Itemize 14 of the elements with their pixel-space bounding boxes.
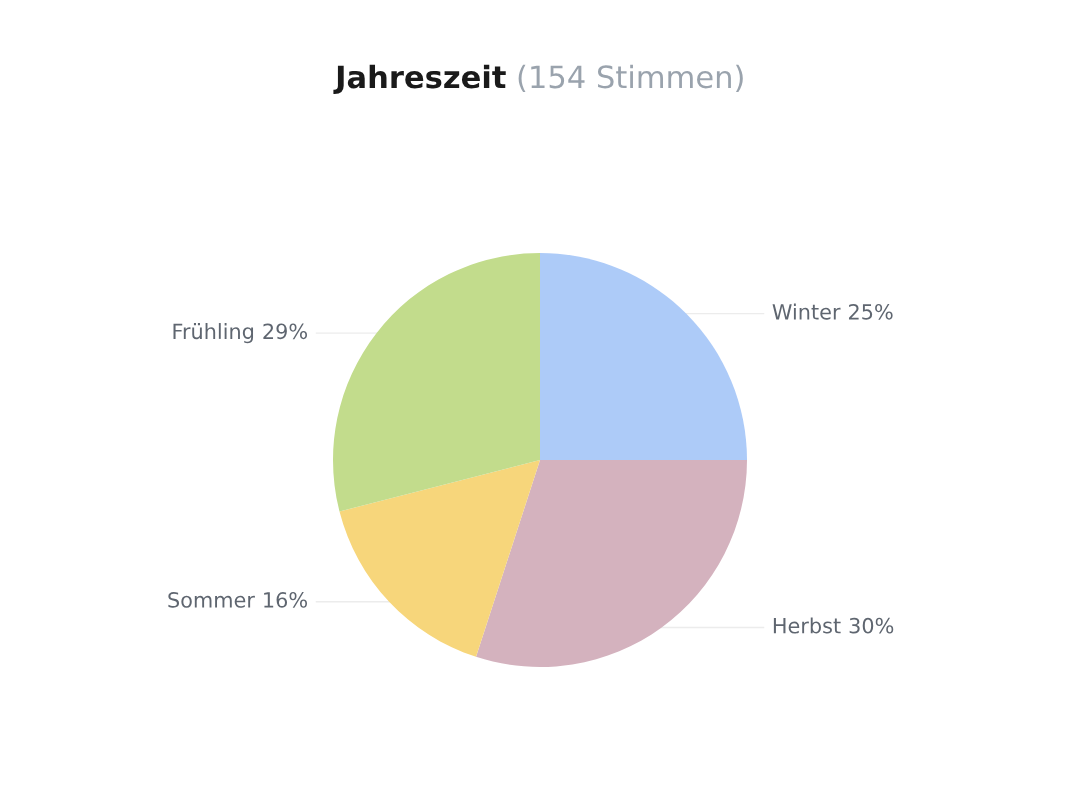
chart-subtitle: (154 Stimmen) xyxy=(518,64,743,93)
slice-label: Winter xyxy=(772,303,841,320)
pie-slice xyxy=(333,253,540,512)
slice-label: Sommer xyxy=(168,591,255,608)
data-label: 30% xyxy=(849,617,894,634)
pie-slice xyxy=(339,460,540,657)
slice-label: Frühling xyxy=(173,323,254,344)
data-label: 29% xyxy=(263,323,308,340)
data-label: 25% xyxy=(848,303,893,320)
data-label: 16% xyxy=(264,591,308,608)
chart-title: Jahreszeit xyxy=(333,64,506,95)
pie-slice xyxy=(540,253,747,460)
pie-slice xyxy=(476,460,747,667)
slice-label: Herbst xyxy=(773,617,841,634)
